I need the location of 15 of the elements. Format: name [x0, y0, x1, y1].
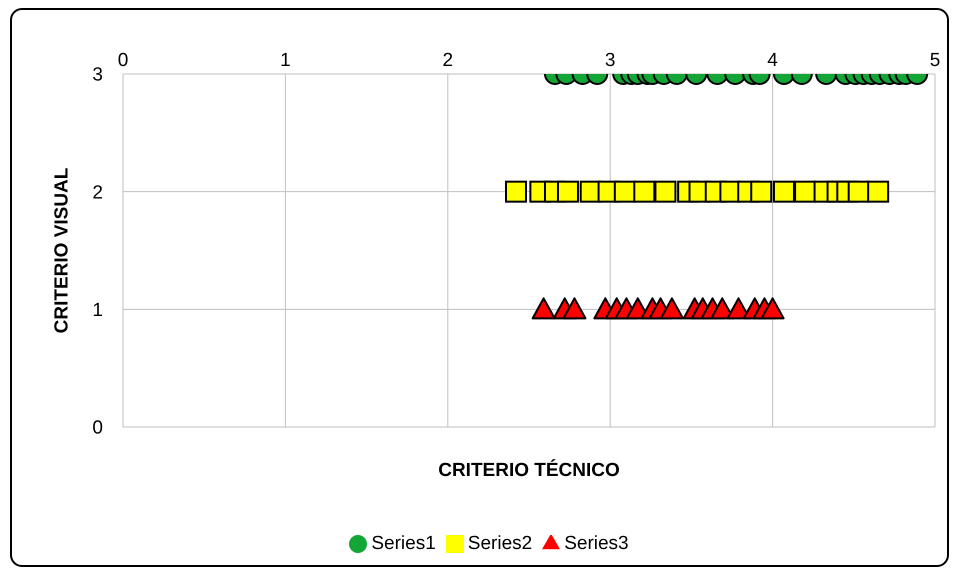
x-tick-label: 1: [280, 50, 291, 71]
x-tick-label: 5: [930, 50, 940, 71]
y-tick-label: 1: [92, 300, 103, 322]
y-tick-label: 3: [92, 64, 103, 86]
y-tick-label: 2: [92, 182, 103, 204]
legend-label: Series1: [371, 533, 436, 554]
legend-label: Series3: [564, 533, 629, 554]
legend-label: Series2: [468, 533, 532, 554]
x-tick-label: 0: [118, 50, 128, 71]
y-axis-title: CRITERIO VISUAL: [52, 167, 73, 334]
y-tick-label: 0: [92, 418, 103, 439]
x-tick-label: 3: [604, 50, 616, 71]
x-tick-label: 4: [767, 50, 778, 71]
x-tick-label: 2: [442, 50, 454, 71]
x-axis-title: CRITERIO TÉCNICO: [437, 460, 621, 482]
